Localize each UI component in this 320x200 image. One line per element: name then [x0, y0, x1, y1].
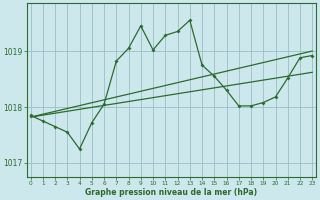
- X-axis label: Graphe pression niveau de la mer (hPa): Graphe pression niveau de la mer (hPa): [85, 188, 258, 197]
